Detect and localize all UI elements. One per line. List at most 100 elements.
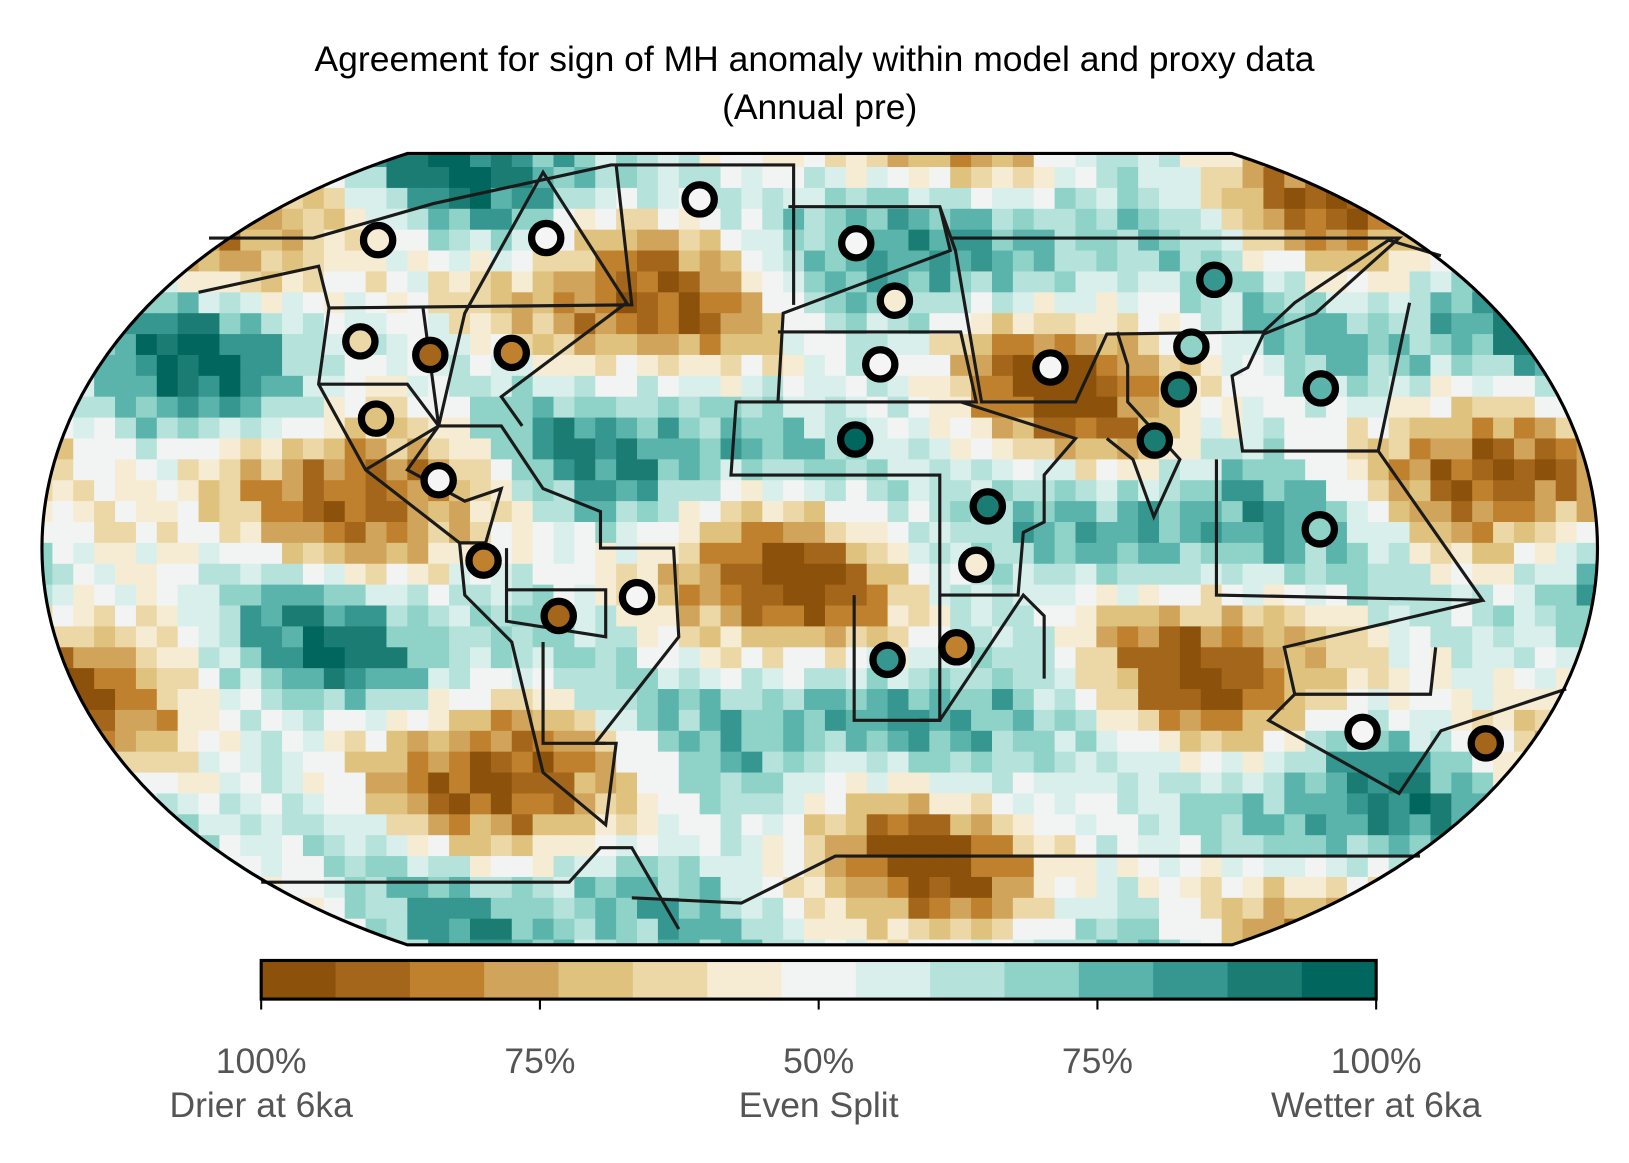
field-cell [1555,835,1578,857]
field-cell [41,438,53,460]
field-cell [177,668,200,690]
field-cell [198,709,220,732]
field-cell [1326,647,1348,669]
field-cell [1346,647,1369,669]
field-cell [1033,229,1056,252]
field-cell [762,501,784,523]
field-cell [1179,542,1202,565]
field-cell [323,354,346,377]
field-cell [971,250,993,272]
field-cell [1138,167,1160,189]
field-cell [1513,417,1536,439]
field-cell [135,208,158,231]
field-cell [574,292,596,314]
field-cell [887,856,909,878]
proxy-marker [412,336,449,374]
field-cell [94,689,116,711]
field-cell [574,153,596,168]
field-cell [637,751,659,774]
field-cell [971,814,993,836]
field-cell [1346,354,1369,377]
field-cell [1430,876,1452,899]
field-cell [73,563,95,586]
field-cell [115,167,137,189]
field-cell [135,250,158,272]
field-cell [41,584,53,607]
field-cell [73,856,95,878]
field-cell [1305,563,1327,586]
field-cell [1117,626,1139,648]
field-cell [1472,153,1494,168]
field-cell [845,939,868,945]
field-cell [553,292,575,314]
field-cell [386,167,408,189]
field-cell [177,835,200,857]
field-cell [219,313,241,335]
field-cell [94,876,116,899]
field-cell [1576,835,1598,857]
field-cell [595,167,617,189]
field-cell [1555,626,1578,648]
field-cell [532,793,555,815]
field-cell [1284,521,1306,544]
field-cell [1096,772,1118,794]
field-cell [866,250,889,272]
field-cell [1179,605,1202,627]
field-cell [41,250,53,272]
field-cell [804,730,826,753]
field-cell [135,229,158,252]
field-cell [1472,856,1494,878]
field-cell [699,417,722,439]
field-cell [240,354,262,377]
field-cell [783,542,805,565]
field-cell [94,772,116,794]
field-cell [1305,417,1327,439]
field-cell [908,689,930,711]
field-cell [741,626,763,648]
field-cell [282,918,304,941]
field-cell [115,689,137,711]
field-cell [1472,521,1494,544]
field-cell [804,563,826,586]
field-cell [177,271,200,293]
field-cell [908,396,930,419]
field-cell [1284,459,1306,481]
field-cell [1159,689,1181,711]
field-cell [783,814,805,836]
field-cell [553,271,575,293]
field-cell [720,751,742,774]
field-cell [887,897,909,920]
field-cell [1597,773,1618,794]
field-cell [1138,250,1160,272]
field-cell [344,897,367,920]
field-cell [1513,208,1536,231]
field-cell [971,605,993,627]
field-cell [177,897,200,920]
field-cell [1159,709,1181,732]
field-cell [469,772,492,794]
field-cell [469,292,492,314]
field-cell [1451,542,1473,565]
field-cell [1597,814,1618,835]
field-cell [1096,354,1118,377]
field-cell [824,292,847,314]
field-cell [553,187,575,210]
field-cell [1263,501,1285,523]
field-cell [595,459,617,481]
field-cell [1305,730,1327,753]
field-cell [657,689,680,711]
field-cell [1159,167,1181,189]
field-cell [1513,772,1536,794]
field-cell [574,250,596,272]
field-cell [908,605,930,627]
field-cell [1472,772,1494,794]
field-cell [219,375,241,398]
field-cell [1472,313,1494,335]
field-cell [1346,438,1369,460]
field-cell [282,730,304,753]
field-cell [553,689,575,711]
field-cell [1472,835,1494,857]
field-cell [1138,292,1160,314]
field-cell [365,835,387,857]
field-cell [1513,856,1536,878]
